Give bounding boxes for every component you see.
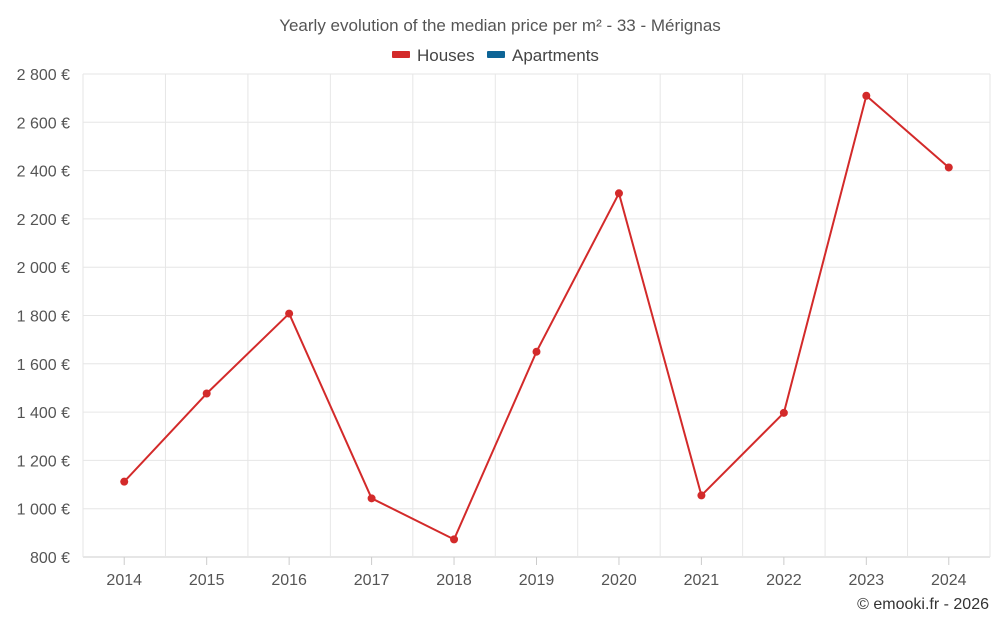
legend-label: Apartments xyxy=(512,46,599,65)
legend-label: Houses xyxy=(417,46,475,65)
x-tick-label: 2021 xyxy=(684,572,720,589)
y-tick-label: 2 000 € xyxy=(17,260,70,277)
data-point[interactable] xyxy=(202,389,211,398)
data-point[interactable] xyxy=(862,91,871,100)
data-point[interactable] xyxy=(367,494,376,503)
legend-swatch xyxy=(392,51,410,58)
y-tick-label: 2 400 € xyxy=(17,164,70,181)
y-tick-label: 1 200 € xyxy=(17,453,70,470)
y-tick-label: 2 200 € xyxy=(17,212,70,229)
data-point[interactable] xyxy=(532,347,541,356)
series-layer xyxy=(120,91,953,544)
y-tick-label: 2 600 € xyxy=(17,115,70,132)
legend: Houses Apartments xyxy=(392,46,599,65)
x-tick-label: 2019 xyxy=(519,572,555,589)
legend-item-houses[interactable]: Houses xyxy=(392,46,475,65)
data-point[interactable] xyxy=(450,535,459,544)
data-point[interactable] xyxy=(120,477,129,486)
x-tick-label: 2023 xyxy=(849,572,885,589)
x-tick-label: 2024 xyxy=(931,572,967,589)
x-tick-label: 2017 xyxy=(354,572,390,589)
y-tick-label: 800 € xyxy=(30,550,70,567)
y-axis: 800 € 1 000 € 1 200 € 1 400 € 1 600 € 1 800 €… xyxy=(17,67,70,567)
x-tick-label: 2022 xyxy=(766,572,802,589)
data-point[interactable] xyxy=(697,491,706,500)
legend-swatch xyxy=(487,51,505,58)
chart-title: Yearly evolution of the median price per… xyxy=(279,16,721,35)
grid xyxy=(82,73,991,558)
x-tick-label: 2016 xyxy=(271,572,307,589)
credit-text: © emooki.fr - 2026 xyxy=(857,596,989,613)
y-tick-label: 1 600 € xyxy=(17,357,70,374)
x-axis: 2014 2015 2016 2017 2018 2019 2020 2021 2022 2023… xyxy=(106,557,967,589)
x-tick-label: 2015 xyxy=(189,572,225,589)
x-tick-label: 2020 xyxy=(601,572,637,589)
x-tick-label: 2014 xyxy=(106,572,142,589)
y-tick-label: 1 800 € xyxy=(17,309,70,326)
data-point[interactable] xyxy=(944,163,953,172)
data-point[interactable] xyxy=(285,309,294,318)
y-tick-label: 1 400 € xyxy=(17,405,70,422)
legend-item-apartments[interactable]: Apartments xyxy=(487,46,599,65)
y-tick-label: 2 800 € xyxy=(17,67,70,84)
data-point[interactable] xyxy=(779,408,788,417)
data-point[interactable] xyxy=(614,189,623,198)
x-tick-label: 2018 xyxy=(436,572,472,589)
y-tick-label: 1 000 € xyxy=(17,502,70,519)
